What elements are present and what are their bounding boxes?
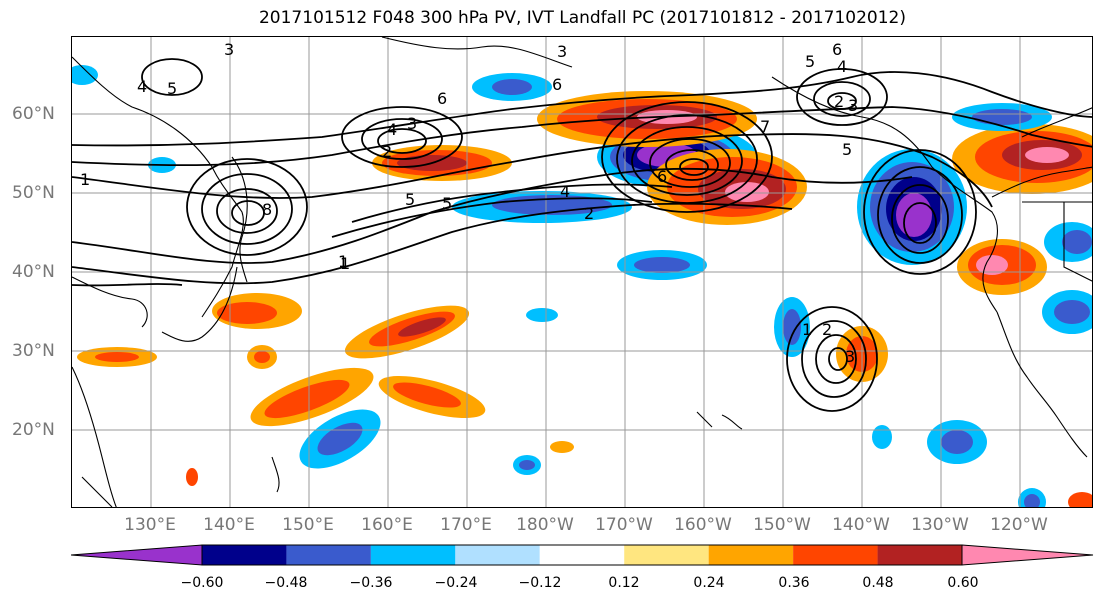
map-plot: 3 4 5 1 6 3 4 5 1 2 6 5 4 2 3 6 7 5 4 2 … xyxy=(72,37,1092,507)
lat-label-60n: 60°N xyxy=(12,104,55,124)
graticule xyxy=(72,37,1092,507)
colorbar-outline xyxy=(201,544,963,566)
lon-label: 130°W xyxy=(911,515,969,535)
contour-label: 2 xyxy=(834,92,844,111)
contour-label: 5 xyxy=(842,140,852,159)
lat-label-40n: 40°N xyxy=(12,262,55,282)
contour-label: 5 xyxy=(405,190,415,209)
colorbar-tick-label: 0.12 xyxy=(608,575,640,591)
contour-label: 7 xyxy=(760,117,770,136)
pv-anomaly-shading xyxy=(72,65,1092,507)
contour-label: 4 xyxy=(387,120,397,139)
colorbar-segment xyxy=(539,545,625,565)
contour-label: 8 xyxy=(262,200,272,219)
pv-contours xyxy=(72,58,1092,412)
colorbar-segment xyxy=(202,545,287,565)
lon-label: 120°W xyxy=(990,515,1048,535)
contour-label: 2 xyxy=(822,320,832,339)
lon-label: 150°E xyxy=(282,515,334,535)
lon-label: 180°W xyxy=(516,515,574,535)
colorbar-extension-low xyxy=(71,544,203,566)
lon-label: 160°E xyxy=(361,515,413,535)
contour-label: 5 xyxy=(167,79,177,98)
lon-label: 130°E xyxy=(124,515,176,535)
colorbar-tick-label: −0.24 xyxy=(434,575,478,591)
lon-label: 160°W xyxy=(674,515,732,535)
contour-label: 5 xyxy=(805,52,815,71)
colorbar-tick-label: 0.24 xyxy=(693,575,725,591)
contour-label: 3 xyxy=(224,40,234,59)
contour-label: 4 xyxy=(837,57,847,76)
colorbar-segment xyxy=(624,545,709,565)
lon-label: 170°E xyxy=(440,515,492,535)
colorbar-segment xyxy=(286,545,371,565)
colorbar-segment xyxy=(370,545,456,565)
colorbar-segment xyxy=(455,545,540,565)
contour-label: 1 xyxy=(338,252,348,271)
contour-label: 3 xyxy=(845,347,855,366)
colorbar-segments xyxy=(71,544,1094,566)
lon-label: 140°E xyxy=(203,515,255,535)
colorbar xyxy=(71,544,1094,566)
lat-label-50n: 50°N xyxy=(12,183,55,203)
contour-label-group: 3 4 5 1 6 3 4 5 1 2 6 5 4 2 3 6 7 5 4 2 … xyxy=(80,40,858,366)
lon-label: 150°W xyxy=(753,515,811,535)
contour-label: 1 xyxy=(80,170,90,189)
colorbar-segment xyxy=(793,545,878,565)
contour-label: 6 xyxy=(552,75,562,94)
lon-label: 140°W xyxy=(832,515,890,535)
colorbar-extension-high xyxy=(961,544,1094,566)
colorbar-tick-label: −0.48 xyxy=(264,575,308,591)
colorbar-tick-label: −0.60 xyxy=(180,575,224,591)
map-panel: 3 4 5 1 6 3 4 5 1 2 6 5 4 2 3 6 7 5 4 2 … xyxy=(71,36,1093,508)
colorbar-segment xyxy=(708,545,794,565)
contour-label: 2 xyxy=(584,204,594,223)
contour-label: 1 xyxy=(802,320,812,339)
contour-label: 6 xyxy=(832,40,842,59)
contour-label: 1 xyxy=(340,254,350,273)
contour-label: 6 xyxy=(437,89,447,108)
contour-label: 3 xyxy=(407,114,417,133)
colorbar-tick-label: 0.60 xyxy=(947,575,979,591)
lat-label-20n: 20°N xyxy=(12,420,55,440)
colorbar-tick-label: −0.36 xyxy=(349,575,393,591)
contour-label: 4 xyxy=(137,77,147,96)
lat-label-30n: 30°N xyxy=(12,341,55,361)
colorbar-tick-label: 0.36 xyxy=(778,575,810,591)
contour-label: 5 xyxy=(442,194,452,213)
contour-label: 3 xyxy=(557,42,567,61)
contour-label: 6 xyxy=(657,167,667,186)
contour-label: 4 xyxy=(560,182,570,201)
colorbar-tick-label: 0.48 xyxy=(862,575,894,591)
colorbar-segment xyxy=(877,545,962,565)
map-title: 2017101512 F048 300 hPa PV, IVT Landfall… xyxy=(258,8,906,28)
contour-label: 3 xyxy=(848,96,858,115)
lon-label: 170°W xyxy=(595,515,653,535)
colorbar-tick-label: −0.12 xyxy=(518,575,562,591)
contour-label: 2 xyxy=(382,142,392,161)
